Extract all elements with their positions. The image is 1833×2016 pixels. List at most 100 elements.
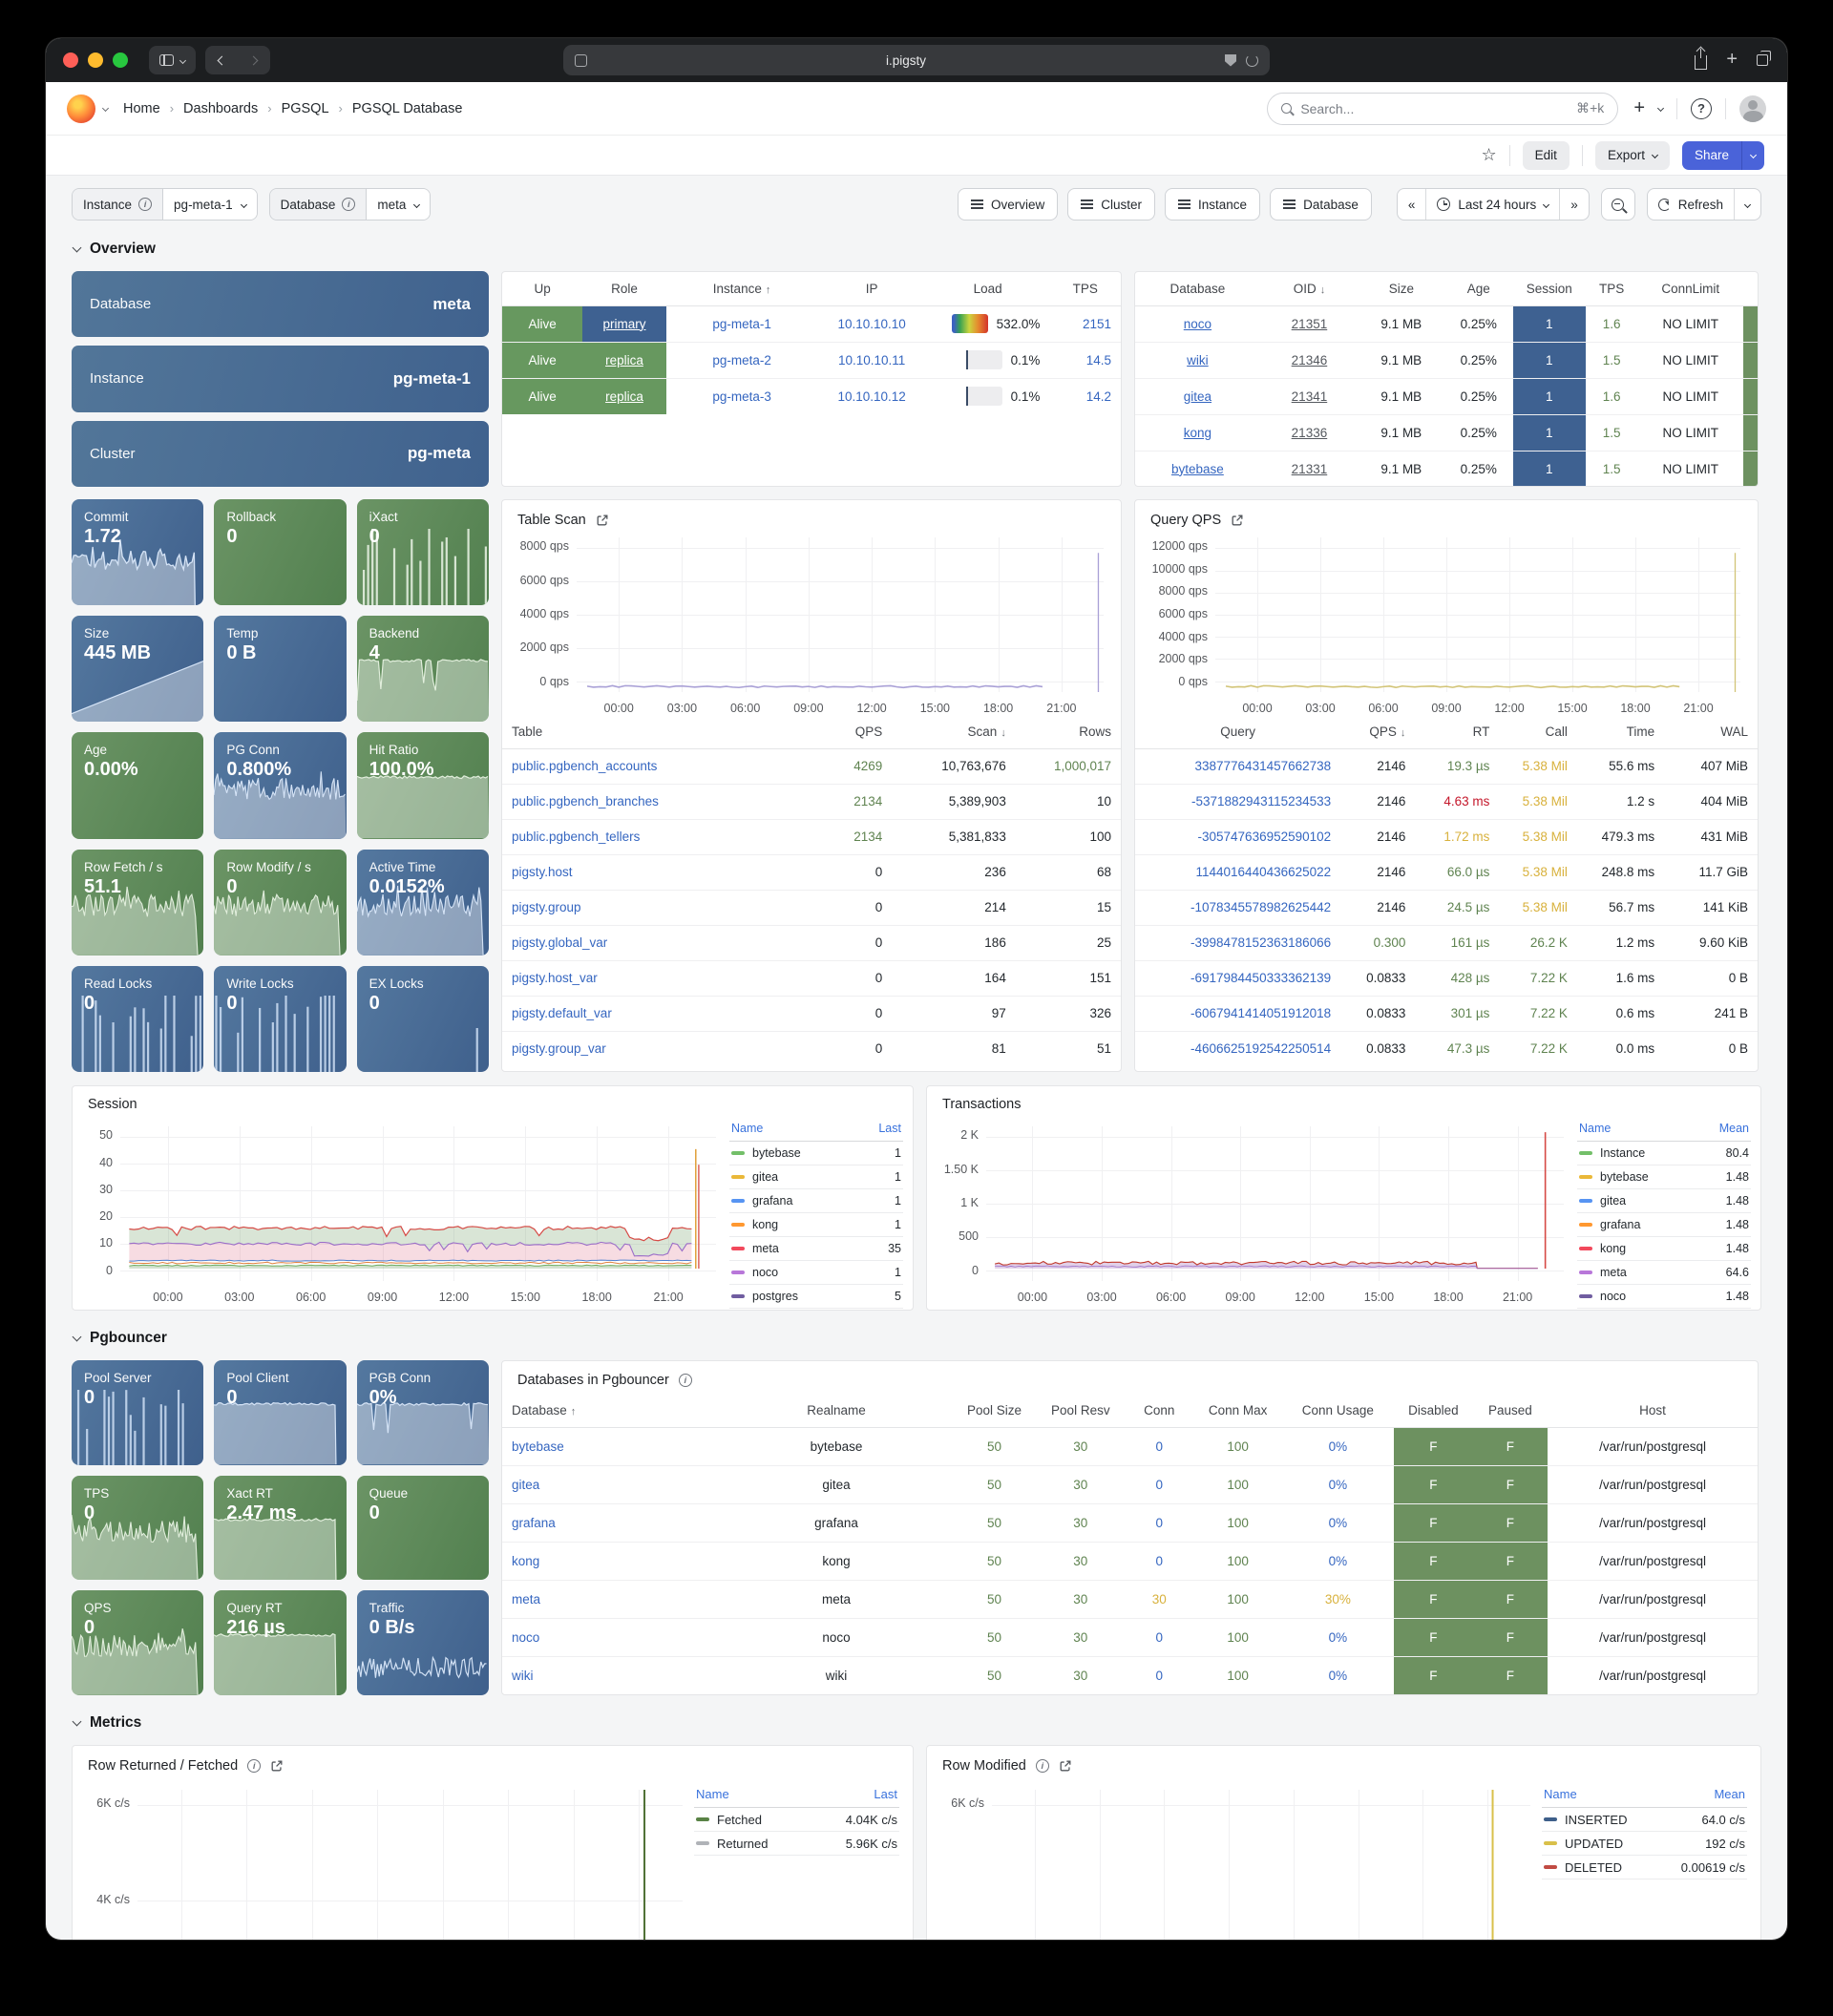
table-cell[interactable]: -1078345578982625442 — [1135, 889, 1341, 925]
legend-item[interactable]: bytebase 1.48 — [1577, 1166, 1751, 1189]
table-cell[interactable]: 0% — [1281, 1541, 1395, 1580]
info-icon[interactable]: i — [1035, 1759, 1049, 1773]
table-cell[interactable]: 0% — [1281, 1655, 1395, 1694]
new-tab-icon[interactable]: + — [1726, 49, 1738, 70]
column-header[interactable]: Load — [925, 272, 1050, 306]
session-chart[interactable]: 50 40 30 20 10 0 00:00 03:00 06:00 09:00 12:00 15:0… — [82, 1124, 722, 1304]
table-cell[interactable]: 10.10.10.12 — [817, 377, 926, 414]
table-cell[interactable]: pigsty.group — [502, 889, 811, 925]
table-cell[interactable]: -6067941414051912018 — [1135, 995, 1341, 1031]
column-header[interactable]: ConnLimit — [1637, 272, 1743, 306]
transactions-chart[interactable]: 2 K 1.50 K 1 K 500 0 00:00 03:00 06:00 09:00 12:0… — [937, 1124, 1570, 1304]
legend-item[interactable]: grafana 1.48 — [1577, 1213, 1751, 1237]
table-cell[interactable]: pigsty.host_var — [502, 959, 811, 996]
legend-item[interactable]: gitea 1.48 — [1577, 1189, 1751, 1213]
legend-item[interactable]: noco 1.48 — [1577, 1285, 1751, 1309]
legend-item[interactable]: kong 1.48 — [1577, 1237, 1751, 1261]
zoom-out-button[interactable] — [1600, 188, 1635, 220]
database-variable[interactable]: Database i meta — [268, 188, 432, 220]
table-cell[interactable]: public.pgbench_tellers — [502, 818, 811, 854]
table-cell[interactable]: 0% — [1281, 1617, 1395, 1656]
breadcrumb-item[interactable]: Home — [123, 100, 160, 116]
table-cell[interactable]: 10.10.10.11 — [817, 341, 926, 378]
table-cell[interactable]: gitea — [1135, 377, 1260, 414]
column-header[interactable]: Conn — [1124, 1394, 1194, 1428]
close-button[interactable] — [63, 52, 78, 68]
browser-tab[interactable]: i.pigsty — [563, 45, 1270, 75]
org-switcher-icon[interactable] — [101, 104, 110, 113]
legend-item[interactable]: meta 64.6 — [1577, 1261, 1751, 1285]
column-header[interactable]: Age — [1443, 272, 1513, 306]
legend-item[interactable]: INSERTED 64.0 c/s — [1542, 1808, 1747, 1832]
legend-item[interactable]: noco 1 — [729, 1261, 903, 1285]
table-cell[interactable]: pigsty.host — [502, 853, 811, 890]
section-pgbouncer[interactable]: Pgbouncer — [72, 1326, 1761, 1351]
star-icon[interactable]: ☆ — [1481, 145, 1497, 164]
dashboard-link-database[interactable]: Database — [1270, 188, 1372, 220]
edit-button[interactable]: Edit — [1522, 140, 1570, 170]
table-cell[interactable]: -305747636952590102 — [1135, 818, 1341, 854]
grafana-logo[interactable] — [67, 94, 95, 123]
legend-item[interactable]: UPDATED 192 c/s — [1542, 1832, 1747, 1856]
legend-item[interactable]: grafana 1 — [729, 1189, 903, 1213]
column-header[interactable]: Host — [1548, 1394, 1758, 1428]
table-cell[interactable]: public.pgbench_branches — [502, 783, 811, 819]
column-header[interactable]: Table — [502, 715, 811, 749]
column-header[interactable]: QPS ↓ — [1340, 715, 1416, 749]
column-header[interactable]: Role — [582, 272, 666, 306]
table-cell[interactable]: -4606625192542250514 — [1135, 1030, 1341, 1066]
legend-item[interactable]: DELETED 0.00619 c/s — [1542, 1856, 1747, 1880]
table-cell[interactable]: kong — [1135, 413, 1260, 451]
column-header[interactable]: Time — [1576, 715, 1665, 749]
share-page-icon[interactable] — [1695, 48, 1708, 70]
avatar[interactable] — [1739, 94, 1766, 122]
breadcrumb-item[interactable]: Dashboards — [183, 100, 259, 116]
column-header[interactable]: RT — [1415, 715, 1500, 749]
back-button[interactable] — [217, 55, 227, 65]
table-cell[interactable]: pigsty.global_var — [502, 924, 811, 960]
legend-item[interactable]: bytebase 1 — [729, 1142, 903, 1166]
table-cell[interactable]: grafana — [502, 1502, 721, 1542]
breadcrumb-item[interactable]: PGSQL — [281, 100, 329, 116]
table-cell[interactable]: pg-meta-1 — [712, 316, 771, 331]
table-cell[interactable]: gitea — [502, 1464, 721, 1503]
column-header[interactable]: Conn Usage — [1281, 1394, 1395, 1428]
row-modified-chart[interactable]: 6K c/s4K c/s — [937, 1788, 1536, 1940]
legend-item[interactable]: Returned 5.96K c/s — [694, 1832, 899, 1856]
legend-item[interactable]: Instance 80.4 — [1577, 1142, 1751, 1166]
table-cell[interactable]: bytebase — [1135, 450, 1260, 486]
row-returned-chart[interactable]: 6K c/s4K c/s2K c/s — [82, 1788, 688, 1940]
table-cell[interactable]: 0 — [1124, 1541, 1194, 1580]
search-input[interactable]: Search... ⌘+k — [1267, 92, 1619, 125]
time-shift-forward-button[interactable]: » — [1570, 197, 1578, 212]
column-header[interactable]: OID ↓ — [1259, 272, 1359, 306]
table-cell[interactable]: wiki — [1135, 341, 1260, 378]
table-cell[interactable]: -6917984450333362139 — [1135, 959, 1341, 996]
column-header[interactable]: Up — [502, 272, 583, 306]
column-header[interactable]: Database — [1135, 272, 1260, 306]
export-button[interactable]: Export — [1594, 140, 1670, 170]
table-cell[interactable]: 3387776431457662738 — [1194, 759, 1332, 773]
share-caret-button[interactable] — [1741, 140, 1764, 170]
column-header[interactable]: Database ↑ — [502, 1394, 721, 1428]
breadcrumb-item[interactable]: PGSQL Database — [351, 100, 463, 116]
info-icon[interactable]: i — [678, 1374, 692, 1387]
instance-variable[interactable]: Instance i pg-meta-1 — [72, 188, 258, 220]
table-cell[interactable]: pigsty.group_var — [502, 1030, 811, 1066]
section-overview[interactable]: Overview — [72, 237, 1761, 262]
dashboard-link-cluster[interactable]: Cluster — [1067, 188, 1156, 220]
time-range-button[interactable]: Last 24 hours — [1426, 189, 1561, 220]
info-icon[interactable]: i — [247, 1759, 262, 1773]
column-header[interactable]: Size — [1359, 272, 1444, 306]
column-header[interactable]: Scan ↓ — [892, 715, 1016, 749]
help-icon[interactable]: ? — [1691, 97, 1712, 119]
table-cell[interactable]: 1144016440436625022 — [1135, 853, 1341, 890]
table-cell[interactable]: 0 — [1155, 1438, 1163, 1454]
table-cell[interactable]: 2151 — [1082, 316, 1111, 331]
column-header[interactable]: Realname — [720, 1394, 953, 1428]
column-header[interactable]: Disabled — [1394, 1394, 1473, 1428]
column-header[interactable]: TPS — [1585, 272, 1638, 306]
forward-button[interactable] — [248, 55, 259, 65]
table-cell[interactable]: 0% — [1328, 1438, 1348, 1454]
column-header[interactable]: WAL — [1664, 715, 1758, 749]
